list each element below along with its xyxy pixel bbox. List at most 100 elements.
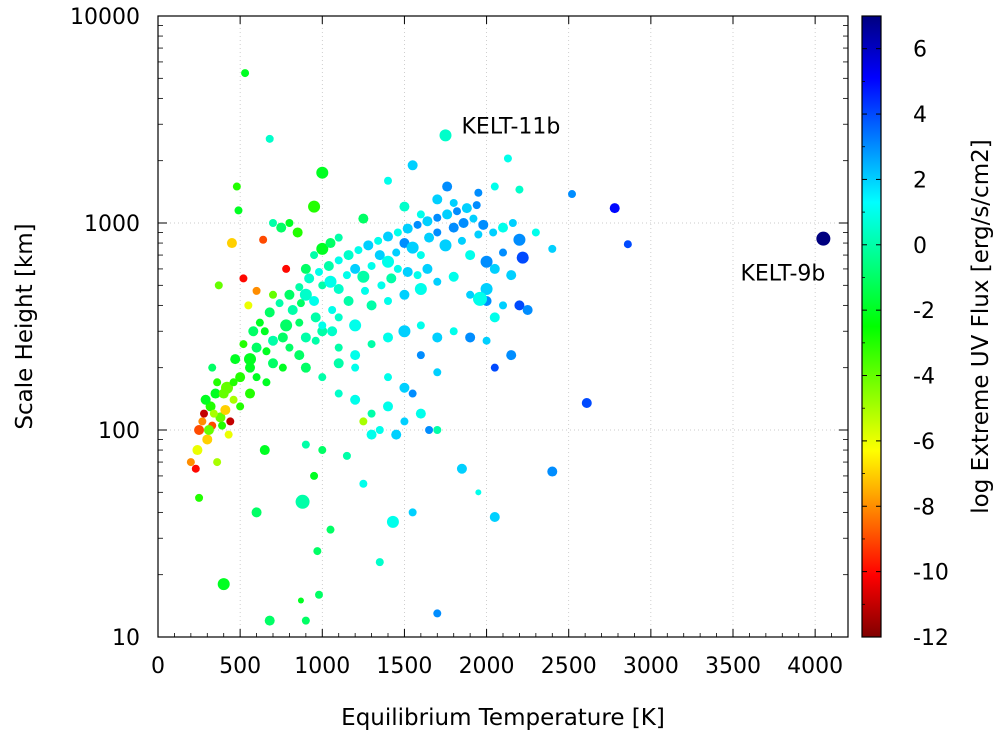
colorbar-tick-label: -2 xyxy=(913,299,935,324)
data-point xyxy=(816,231,831,246)
data-point xyxy=(506,350,517,361)
data-point xyxy=(490,363,499,372)
data-point xyxy=(278,363,287,372)
data-point xyxy=(384,296,392,305)
data-point xyxy=(350,394,361,405)
data-point xyxy=(399,238,410,249)
data-point xyxy=(282,264,291,273)
data-point xyxy=(318,446,327,455)
data-point xyxy=(195,493,204,502)
data-point xyxy=(416,321,425,330)
data-point xyxy=(333,283,344,294)
data-point xyxy=(251,507,262,518)
data-point xyxy=(328,305,337,314)
data-point xyxy=(349,319,362,332)
data-point xyxy=(458,218,469,228)
data-point xyxy=(232,182,241,191)
data-point xyxy=(229,395,238,404)
colorbar xyxy=(861,15,882,638)
x-tick-label: 1000 xyxy=(294,654,350,679)
data-point xyxy=(402,223,413,234)
data-point xyxy=(407,160,418,171)
data-point xyxy=(343,250,354,261)
data-point xyxy=(433,368,442,377)
annotation-label: KELT-11b xyxy=(462,114,561,139)
data-point xyxy=(547,466,558,477)
data-point xyxy=(449,327,458,336)
data-point xyxy=(226,238,237,249)
data-point xyxy=(234,206,243,215)
data-point xyxy=(260,327,269,336)
data-point xyxy=(310,471,319,480)
data-point xyxy=(433,213,442,222)
data-point xyxy=(324,275,337,288)
data-point xyxy=(315,267,323,276)
data-point xyxy=(309,295,320,306)
data-point xyxy=(623,240,632,249)
data-point xyxy=(354,246,363,255)
data-point xyxy=(568,190,576,199)
data-point xyxy=(226,417,235,426)
data-point xyxy=(386,273,397,284)
y-axis-label: Scale Height [km] xyxy=(12,223,38,429)
colorbar-tick-label: 4 xyxy=(913,103,927,128)
data-point xyxy=(408,389,417,398)
data-point xyxy=(465,250,476,261)
data-point xyxy=(334,256,343,265)
data-point xyxy=(413,271,422,280)
data-point xyxy=(433,426,442,434)
data-point xyxy=(489,263,500,274)
data-point xyxy=(363,240,374,251)
data-point xyxy=(433,609,442,618)
data-point xyxy=(297,597,304,604)
data-point xyxy=(350,263,361,274)
data-point xyxy=(382,255,394,268)
x-tick-label: 2500 xyxy=(541,654,597,679)
data-point xyxy=(301,616,310,625)
data-point xyxy=(210,388,221,399)
data-point xyxy=(548,244,557,253)
data-point xyxy=(414,282,427,295)
data-point xyxy=(295,318,304,327)
data-point xyxy=(432,194,443,205)
data-point xyxy=(473,291,487,306)
data-point xyxy=(209,409,218,418)
data-point xyxy=(276,222,287,233)
data-point xyxy=(334,233,343,242)
data-point xyxy=(383,401,393,412)
data-point xyxy=(432,332,443,343)
data-point xyxy=(402,266,413,277)
data-point xyxy=(472,201,481,210)
colorbar-tick-label: 2 xyxy=(913,168,927,193)
data-point xyxy=(220,404,231,415)
data-point xyxy=(448,222,459,233)
data-point xyxy=(215,412,226,423)
data-point xyxy=(384,176,392,185)
data-point xyxy=(475,489,482,496)
data-point xyxy=(474,188,483,197)
data-point xyxy=(218,388,229,399)
data-point xyxy=(489,312,500,323)
data-point xyxy=(269,219,277,227)
data-point xyxy=(259,445,270,456)
data-point xyxy=(245,362,255,373)
data-point xyxy=(230,354,241,365)
y-tick-label: 10 xyxy=(112,626,140,651)
data-point xyxy=(581,398,592,409)
data-point xyxy=(366,429,377,440)
data-point xyxy=(514,300,525,311)
data-point xyxy=(285,343,294,352)
data-point xyxy=(213,378,222,387)
colorbar-tick-label: -12 xyxy=(913,626,949,651)
data-point xyxy=(316,242,329,255)
data-point xyxy=(358,213,369,224)
data-point xyxy=(499,301,507,310)
data-points xyxy=(186,69,831,626)
data-point xyxy=(262,347,271,356)
x-tick-label: 3500 xyxy=(705,654,761,679)
data-point xyxy=(284,289,295,300)
data-point xyxy=(439,129,452,142)
data-point xyxy=(251,342,262,353)
data-point xyxy=(200,394,211,405)
data-point xyxy=(342,271,351,280)
